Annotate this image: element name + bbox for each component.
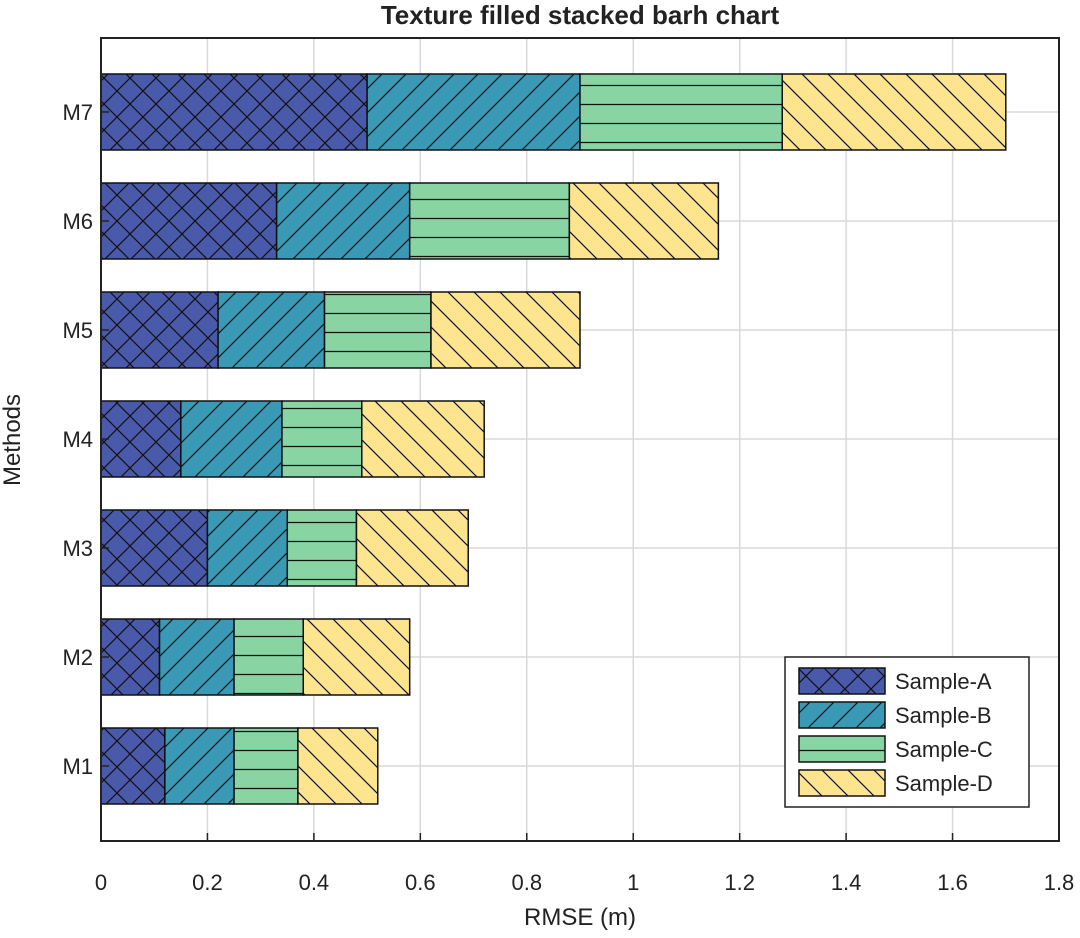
bar-segment-m4-sample-b — [180, 400, 283, 478]
bar-segment-m6-sample-a — [100, 182, 278, 260]
bar-segment-m2-sample-a — [100, 618, 161, 696]
bar-segment-m3-sample-c — [286, 509, 358, 587]
bar-segment-m7-sample-b — [366, 73, 581, 151]
legend-swatch — [798, 701, 886, 729]
bar-segment-m5-sample-b — [217, 291, 326, 369]
y-tick-label: M7 — [62, 100, 93, 125]
bar-segment-m7-sample-c — [579, 73, 783, 151]
y-tick-label: M4 — [62, 427, 93, 452]
x-tick-label: 1.8 — [1044, 870, 1075, 895]
y-tick-label: M3 — [62, 536, 93, 561]
bar-segment-m2-sample-d — [302, 618, 411, 696]
y-tick-labels: M1 M2 M3 M4 M5 M6 M7 — [62, 100, 109, 779]
x-tick-label: 0.6 — [405, 870, 436, 895]
bar-segment-m1-sample-b — [164, 727, 235, 805]
bar-segment-m6-sample-d — [568, 182, 720, 260]
x-tick-label: 0.4 — [299, 870, 330, 895]
bar-segment-m5-sample-c — [323, 291, 432, 369]
x-tick-label: 1 — [627, 870, 639, 895]
bar-segment-m3-sample-d — [355, 509, 469, 587]
y-tick-label: M6 — [62, 209, 93, 234]
bar-segment-m6-sample-b — [275, 182, 411, 260]
x-axis-label: RMSE (m) — [524, 904, 636, 931]
bar-segment-m7-sample-d — [781, 73, 1007, 151]
bar-segment-m5-sample-d — [430, 291, 581, 369]
bar-segment-m2-sample-b — [158, 618, 235, 696]
bar-segment-m3-sample-b — [206, 509, 289, 587]
legend-label: Sample-C — [895, 737, 993, 762]
x-tick-label: 0.2 — [192, 870, 223, 895]
x-tick-label: 1.6 — [937, 870, 968, 895]
y-tick-label: M1 — [62, 754, 93, 779]
bar-segment-m1-sample-d — [297, 727, 379, 805]
x-tick-label: 0 — [95, 870, 107, 895]
bar-segment-m1-sample-a — [100, 727, 166, 805]
x-tick-label: 1.4 — [831, 870, 862, 895]
bar-segment-m1-sample-c — [233, 727, 299, 805]
legend-swatch — [798, 667, 886, 695]
bars-group — [100, 73, 1007, 805]
x-tick-label: 1.2 — [724, 870, 755, 895]
x-tick-labels: 0 0.2 0.4 0.6 0.8 1 1.2 1.4 1.6 1.8 — [95, 833, 1074, 895]
chart-title: Texture filled stacked barh chart — [381, 0, 780, 30]
y-tick-label: M2 — [62, 645, 93, 670]
bar-segment-m7-sample-a — [100, 73, 368, 151]
bar-segment-m4-sample-c — [281, 400, 363, 478]
x-tick-label: 0.8 — [511, 870, 542, 895]
legend: Sample-A Sample-B Sample-C Sample-D — [784, 656, 1030, 808]
bar-segment-m4-sample-d — [361, 400, 485, 478]
bar-segment-m4-sample-a — [100, 400, 182, 478]
bar-segment-m6-sample-c — [408, 182, 571, 260]
y-tick-label: M5 — [62, 318, 93, 343]
legend-swatch — [798, 735, 886, 763]
legend-label: Sample-B — [895, 703, 992, 728]
bar-segment-m3-sample-a — [100, 509, 209, 587]
y-axis-label: Methods — [0, 394, 26, 486]
legend-swatch — [798, 769, 886, 797]
legend-label: Sample-D — [895, 771, 993, 796]
bar-segment-m5-sample-a — [100, 291, 219, 369]
bar-segment-m2-sample-c — [233, 618, 304, 696]
legend-label: Sample-A — [895, 669, 992, 694]
